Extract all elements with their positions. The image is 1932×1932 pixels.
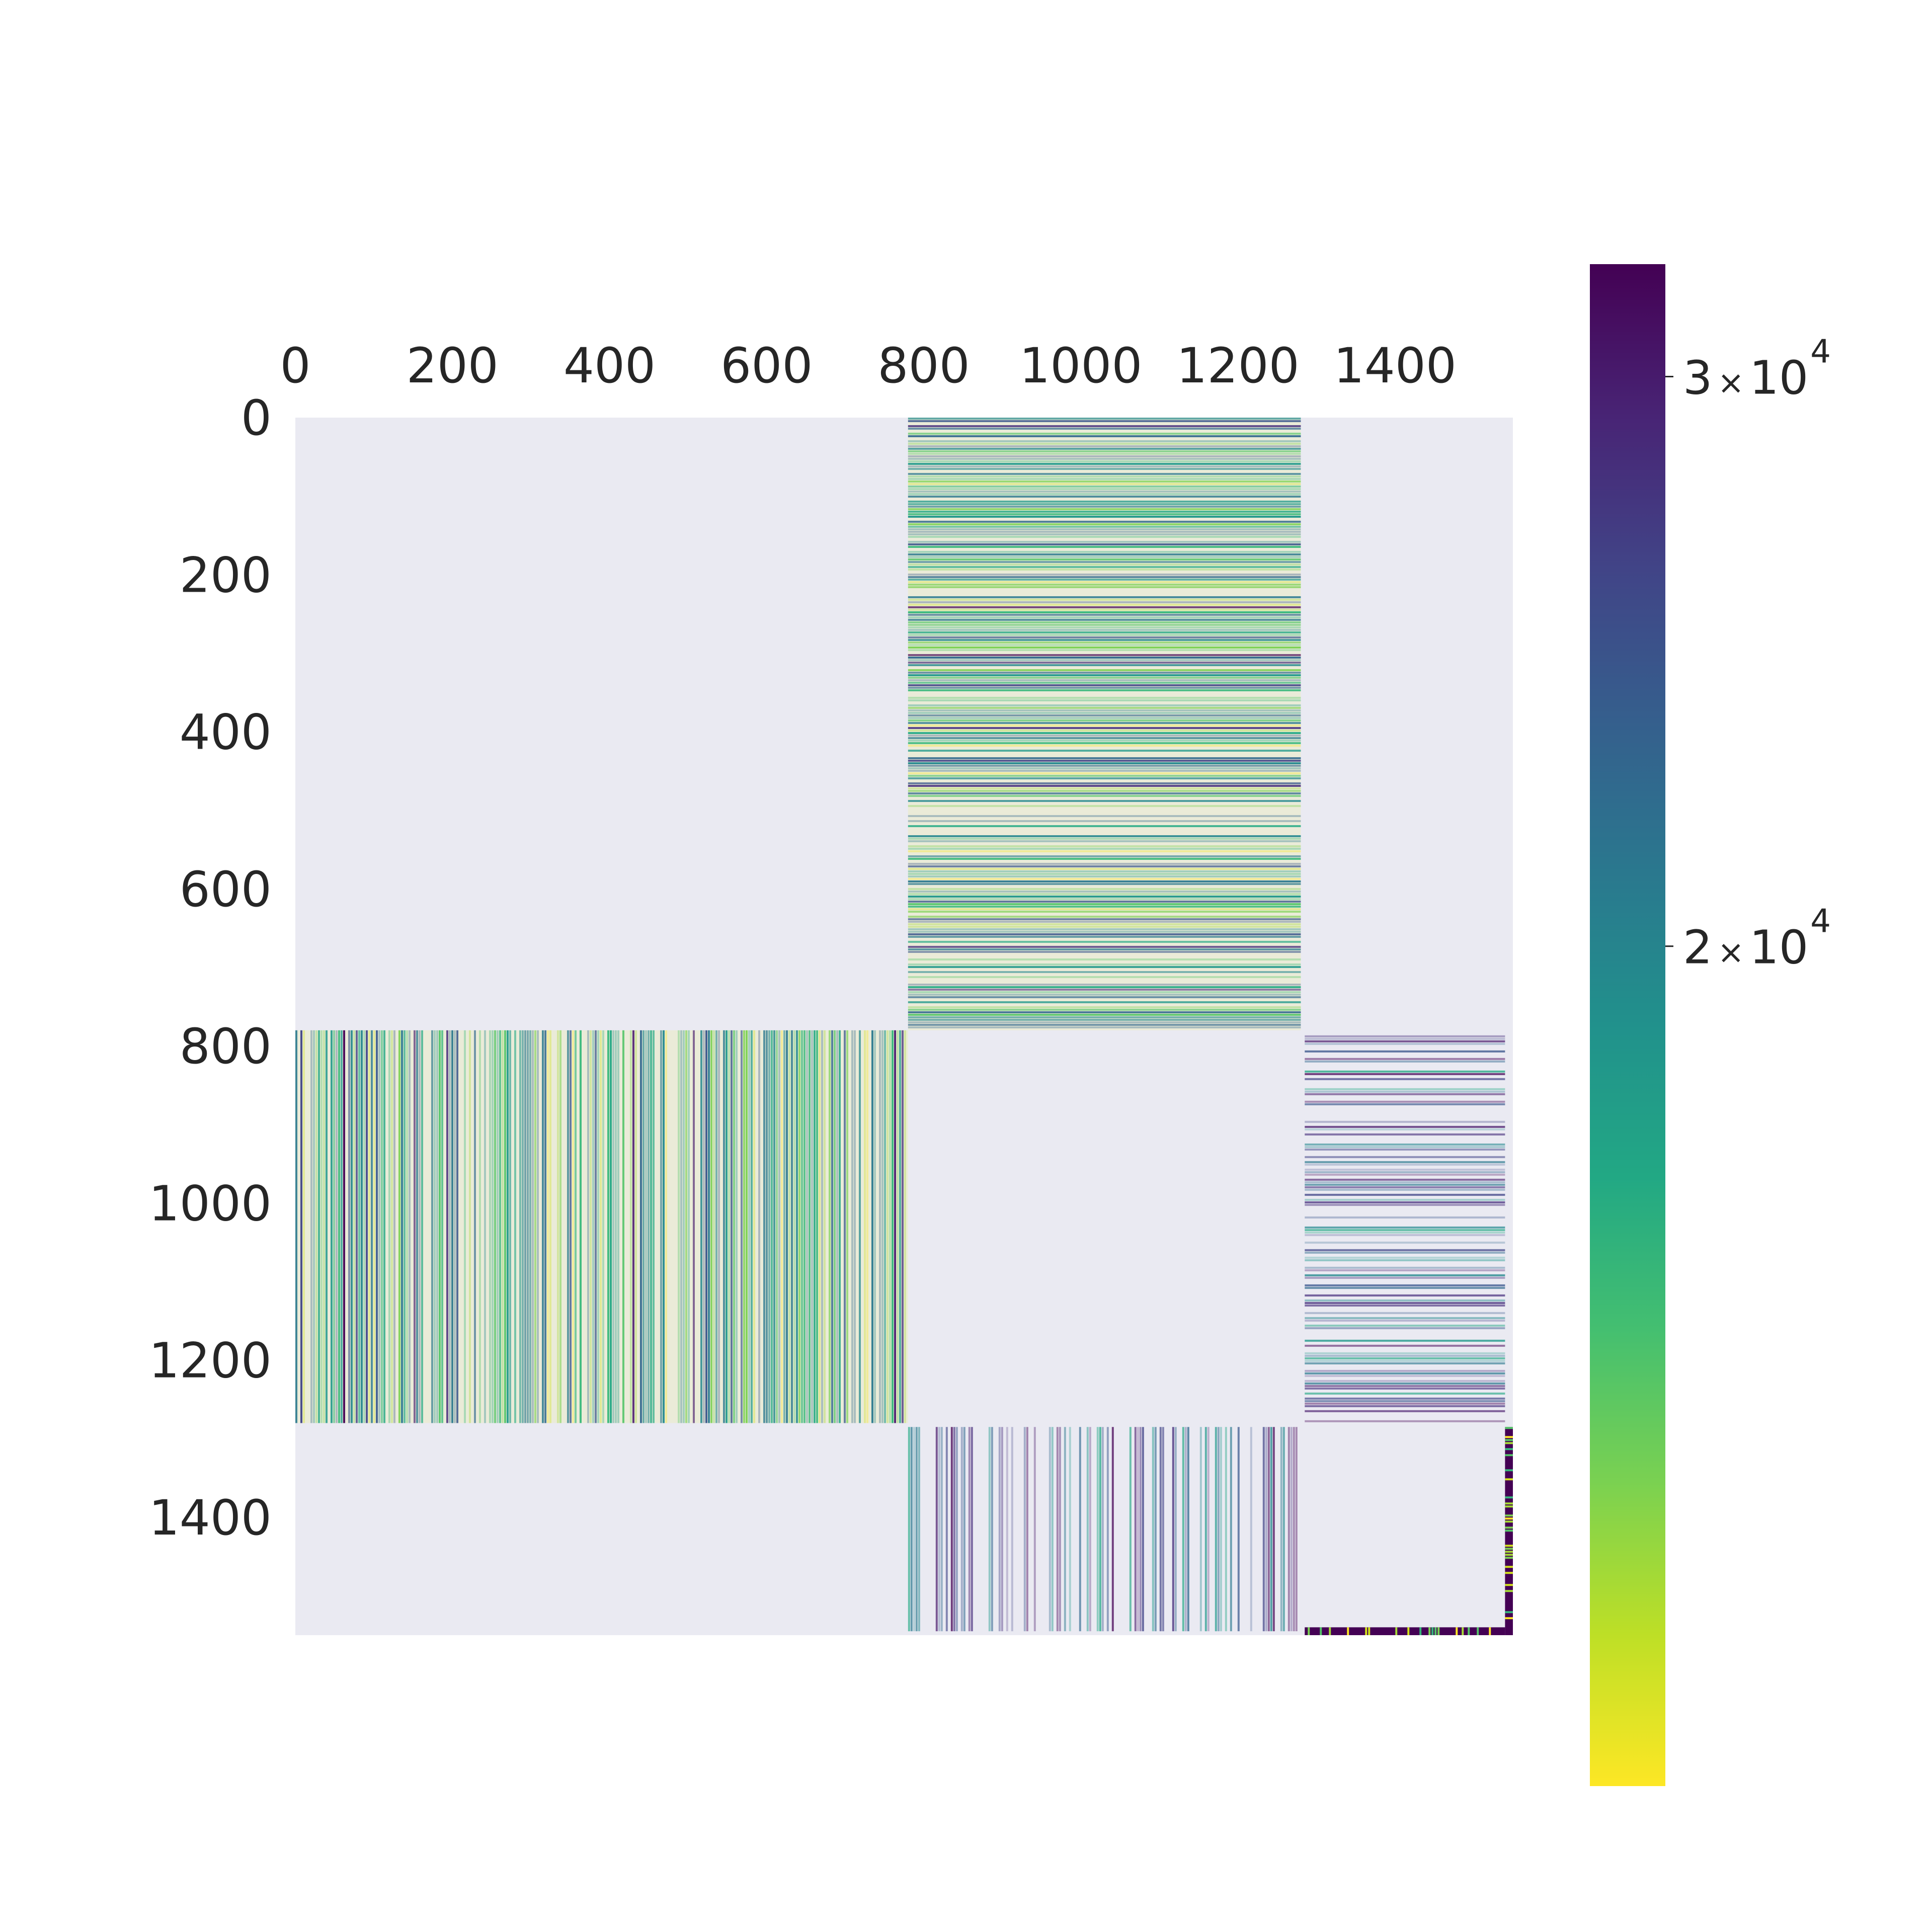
y-tick-label: 600 — [180, 861, 272, 918]
y-tick-label: 0 — [241, 390, 272, 446]
colorbar-tick-label: 2 × 104 — [1683, 903, 1831, 975]
x-tick-label: 800 — [877, 338, 970, 394]
y-axis-ticks: 0 200 400 600 800 1000 1200 1400 — [149, 390, 272, 1546]
heatmap-block-1 — [295, 1030, 908, 1423]
y-tick-label: 1000 — [149, 1175, 272, 1232]
x-tick-label: 1000 — [1019, 338, 1142, 394]
x-tick-label: 600 — [720, 338, 813, 394]
x-tick-label: 0 — [280, 338, 310, 394]
heatmap-block-5 — [1305, 1627, 1505, 1635]
heatmap-block-4 — [1505, 1427, 1513, 1635]
x-tick-label: 200 — [407, 338, 499, 394]
y-tick-label: 1200 — [149, 1333, 272, 1389]
heatmap-block-3 — [908, 1427, 1298, 1632]
y-tick-label: 200 — [180, 547, 272, 603]
y-tick-label: 400 — [180, 704, 272, 761]
x-tick-label: 400 — [564, 338, 656, 394]
heatmap-blocks — [295, 418, 1513, 1635]
x-tick-label: 1400 — [1334, 338, 1457, 394]
x-axis-ticks: 0 200 400 600 800 1000 1200 1400 — [280, 338, 1457, 394]
heatmap-block-2 — [1305, 1035, 1505, 1422]
colorbar-tick-label: 3 × 104 — [1683, 334, 1831, 405]
heatmap-block-0 — [908, 418, 1301, 1030]
colorbar — [1590, 264, 1665, 1786]
plot-background — [295, 418, 1513, 1635]
y-tick-label: 800 — [180, 1018, 272, 1075]
y-tick-label: 1400 — [149, 1490, 272, 1546]
x-tick-label: 1200 — [1176, 338, 1299, 394]
colorbar-ticks: 3 × 104 2 × 104 — [1665, 334, 1831, 975]
